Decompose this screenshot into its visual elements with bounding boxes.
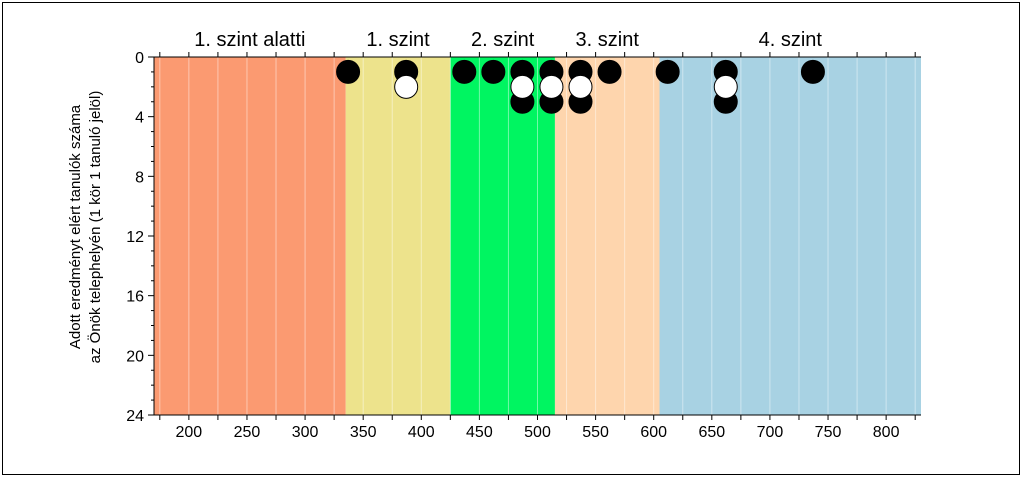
filled-point <box>481 59 506 84</box>
filled-point <box>655 59 680 84</box>
y-tick-label: 4 <box>135 110 144 127</box>
band-1 <box>154 57 346 415</box>
filled-point <box>452 59 477 84</box>
y-tick-label: 16 <box>126 289 144 306</box>
x-tick-label: 800 <box>873 424 900 441</box>
y-tick-label: 8 <box>135 169 144 186</box>
x-tick-label: 500 <box>524 424 551 441</box>
gridlines <box>159 57 916 415</box>
filled-point <box>800 59 825 84</box>
band-label-4: 3. szint <box>576 29 640 51</box>
x-tick-label: 450 <box>466 424 493 441</box>
x-tick-label: 200 <box>176 424 203 441</box>
x-tick-label: 350 <box>350 424 377 441</box>
hollow-point <box>510 74 535 99</box>
y-tick-label: 0 <box>135 50 144 67</box>
hollow-point <box>394 74 419 99</box>
y-tick-label: 24 <box>126 408 144 425</box>
y-axis-title: Adott eredményt elért tanulók száma az Ö… <box>67 91 104 364</box>
x-tick-label: 300 <box>292 424 319 441</box>
band-4 <box>554 57 660 415</box>
x-tick-label: 650 <box>698 424 725 441</box>
y-tick-label: 20 <box>126 348 144 365</box>
band-2 <box>345 57 451 415</box>
hollow-point <box>539 74 564 99</box>
band-label-3: 2. szint <box>471 29 535 51</box>
band-label-5: 4. szint <box>759 29 823 51</box>
filled-point <box>336 59 361 84</box>
level-bands <box>154 57 921 415</box>
x-tick-label: 750 <box>815 424 842 441</box>
filled-point <box>597 59 622 84</box>
x-tick-label: 600 <box>640 424 667 441</box>
band-3 <box>450 57 555 415</box>
hollow-point <box>568 74 593 99</box>
x-tick-label: 700 <box>757 424 784 441</box>
hollow-point <box>713 74 738 99</box>
band-5 <box>659 57 921 415</box>
x-tick-label: 400 <box>408 424 435 441</box>
band-label-2: 1. szint <box>366 29 430 51</box>
data-points <box>336 59 825 114</box>
y-axis-title-line-1: Adott eredményt elért tanulók száma <box>67 104 84 349</box>
y-axis-title-line-2: az Önök telephelyén (1 kör 1 tanuló jelö… <box>86 91 104 364</box>
y-tick-label: 12 <box>126 229 144 246</box>
x-tick-label: 550 <box>582 424 609 441</box>
x-tick-label: 250 <box>234 424 261 441</box>
band-labels: 1. szint alatti 1. szint 2. szint 3. szint 4… <box>194 29 822 51</box>
axes: 200 250 300 350 400 450 500 550 600 650 700 750 800 0… <box>126 50 921 441</box>
band-label-1: 1. szint alatti <box>194 29 305 51</box>
